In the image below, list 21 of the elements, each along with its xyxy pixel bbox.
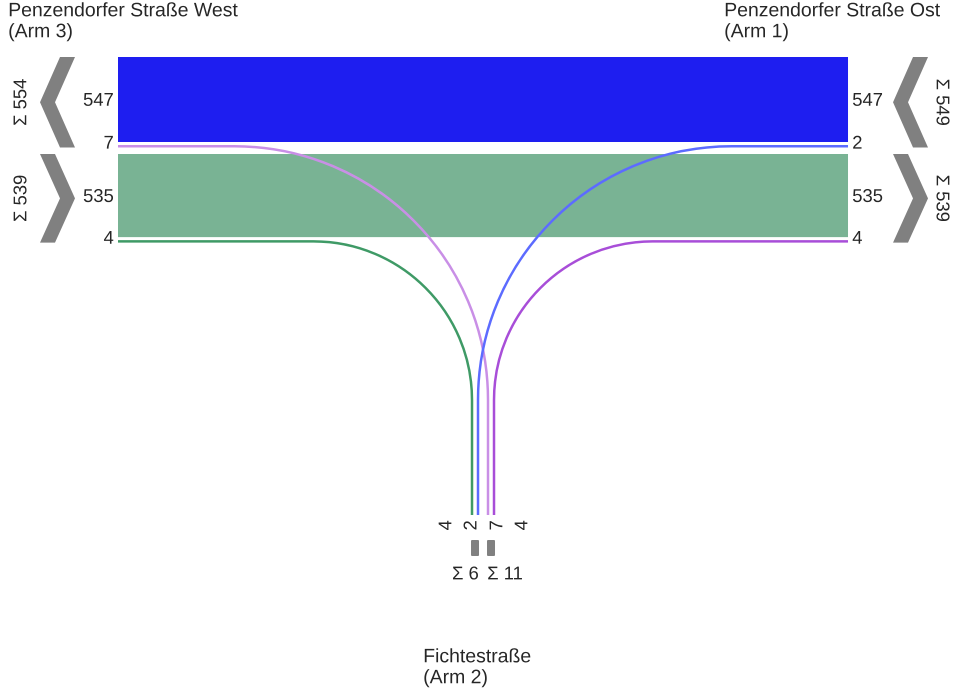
text: Σ 6 bbox=[453, 566, 478, 580]
text: Σ 539 bbox=[936, 176, 950, 222]
data-label: 535 bbox=[84, 189, 114, 202]
text: Σ 554 bbox=[14, 79, 26, 125]
category-label: Penzendorfer Straße West (Arm 3) bbox=[9, 2, 238, 42]
category-label: Fichtestraße (Arm 2) bbox=[424, 648, 530, 688]
data-label: 547 bbox=[852, 93, 882, 106]
category-label: Penzendorfer Straße Ost (Arm 1) bbox=[725, 2, 940, 42]
data-label: 535 bbox=[852, 189, 882, 202]
data-label: 2 bbox=[853, 136, 862, 149]
data-label: 7 bbox=[104, 136, 113, 149]
data-label: 4 bbox=[514, 520, 528, 530]
text: Σ 11 bbox=[488, 566, 522, 580]
data-label: 2 bbox=[464, 521, 476, 530]
data-label: 4 bbox=[104, 231, 114, 244]
data-label: 7 bbox=[490, 521, 502, 530]
data-label: 4 bbox=[852, 231, 862, 244]
text: Σ 539 bbox=[13, 176, 27, 221]
data-label: 547 bbox=[84, 93, 113, 106]
data-label: 4 bbox=[438, 520, 452, 530]
text: Σ 549 bbox=[936, 80, 950, 125]
